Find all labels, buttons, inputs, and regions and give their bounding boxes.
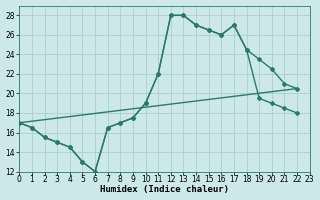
X-axis label: Humidex (Indice chaleur): Humidex (Indice chaleur) [100,185,229,194]
